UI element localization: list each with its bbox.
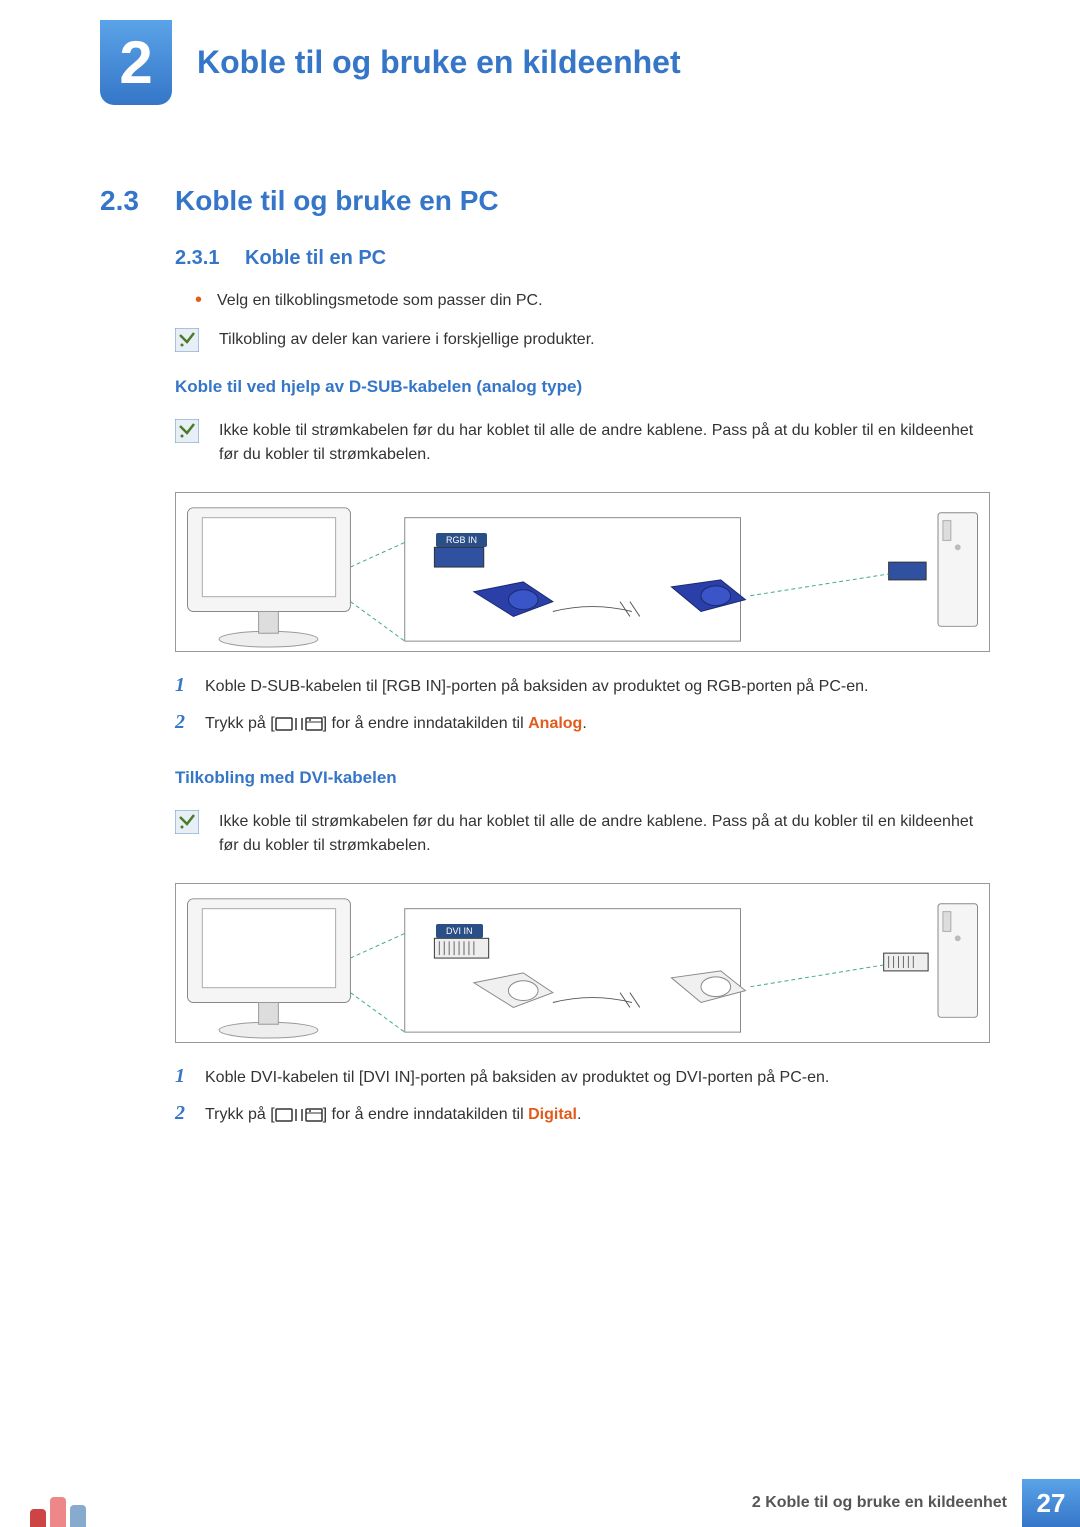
step2-end: . bbox=[582, 715, 586, 732]
footer-tabs-icon bbox=[0, 1479, 100, 1527]
dsub-port-label: RGB IN bbox=[436, 533, 487, 547]
step2-pre: Trykk på [ bbox=[205, 715, 275, 732]
dsub-warning-text: Ikke koble til strømkabelen før du har k… bbox=[219, 419, 990, 467]
chapter-badge: 2 bbox=[100, 20, 172, 105]
bullet-text: Velg en tilkoblingsmetode som passer din… bbox=[217, 292, 543, 310]
step2-post: ] for å endre inndatakilden til bbox=[323, 1106, 528, 1123]
source-button-icon bbox=[275, 1103, 323, 1127]
step2-pre: Trykk på [ bbox=[205, 1106, 275, 1123]
subsection-heading: 2.3.1 Koble til en PC bbox=[175, 247, 990, 270]
section-title: Koble til og bruke en PC bbox=[175, 185, 499, 217]
bullet-dot-icon: • bbox=[195, 292, 202, 310]
dvi-step-1: 1 Koble DVI-kabelen til [DVI IN]-porten … bbox=[175, 1065, 990, 1090]
dsub-diagram: RGB IN bbox=[175, 492, 990, 652]
note-icon bbox=[175, 419, 199, 443]
section-number: 2.3 bbox=[100, 185, 175, 217]
step-number: 1 bbox=[175, 674, 205, 697]
subsection-title: Koble til en PC bbox=[245, 247, 386, 270]
step-number: 2 bbox=[175, 1102, 205, 1125]
page-content: 2.3 Koble til og bruke en PC 2.3.1 Koble… bbox=[0, 105, 1080, 1127]
section-heading: 2.3 Koble til og bruke en PC bbox=[100, 185, 990, 217]
step-number: 1 bbox=[175, 1065, 205, 1088]
chapter-number: 2 bbox=[119, 28, 152, 97]
step-text: Koble D-SUB-kabelen til [RGB IN]-porten … bbox=[205, 675, 990, 699]
step2-post: ] for å endre inndatakilden til bbox=[323, 715, 528, 732]
step-number: 2 bbox=[175, 711, 205, 734]
dsub-heading: Koble til ved hjelp av D-SUB-kabelen (an… bbox=[175, 377, 990, 397]
note-icon bbox=[175, 328, 199, 352]
step2-end: . bbox=[577, 1106, 581, 1123]
dvi-diagram: DVI IN bbox=[175, 883, 990, 1043]
note-icon bbox=[175, 810, 199, 834]
dsub-step-2: 2 Trykk på [ ] for å endre inndatakilden … bbox=[175, 711, 990, 736]
footer-text: 2 Koble til og bruke en kildeenhet bbox=[100, 1479, 1022, 1527]
footer-page-number: 27 bbox=[1022, 1479, 1080, 1527]
step-text: Trykk på [ ] for å endre inndatakilden ti… bbox=[205, 1103, 990, 1127]
dsub-step-1: 1 Koble D-SUB-kabelen til [RGB IN]-porte… bbox=[175, 674, 990, 699]
subsection-number: 2.3.1 bbox=[175, 247, 245, 270]
step2-keyword: Analog bbox=[528, 715, 582, 732]
note-row: Tilkobling av deler kan variere i forskj… bbox=[175, 328, 990, 352]
source-button-icon bbox=[275, 712, 323, 736]
chapter-header: 2 Koble til og bruke en kildeenhet bbox=[0, 0, 1080, 105]
step2-keyword: Digital bbox=[528, 1106, 577, 1123]
step-text: Trykk på [ ] for å endre inndatakilden ti… bbox=[205, 712, 990, 736]
page-footer: 2 Koble til og bruke en kildeenhet 27 bbox=[0, 1479, 1080, 1527]
dvi-port-label: DVI IN bbox=[436, 924, 483, 938]
dvi-heading: Tilkobling med DVI-kabelen bbox=[175, 768, 990, 788]
bullet-item: • Velg en tilkoblingsmetode som passer d… bbox=[195, 292, 990, 310]
dvi-step-2: 2 Trykk på [ ] for å endre inndatakilden … bbox=[175, 1102, 990, 1127]
step-text: Koble DVI-kabelen til [DVI IN]-porten på… bbox=[205, 1066, 990, 1090]
dvi-warning-row: Ikke koble til strømkabelen før du har k… bbox=[175, 810, 990, 858]
dsub-warning-row: Ikke koble til strømkabelen før du har k… bbox=[175, 419, 990, 467]
note-text: Tilkobling av deler kan variere i forskj… bbox=[219, 328, 990, 352]
chapter-title: Koble til og bruke en kildeenhet bbox=[197, 44, 681, 81]
dvi-warning-text: Ikke koble til strømkabelen før du har k… bbox=[219, 810, 990, 858]
